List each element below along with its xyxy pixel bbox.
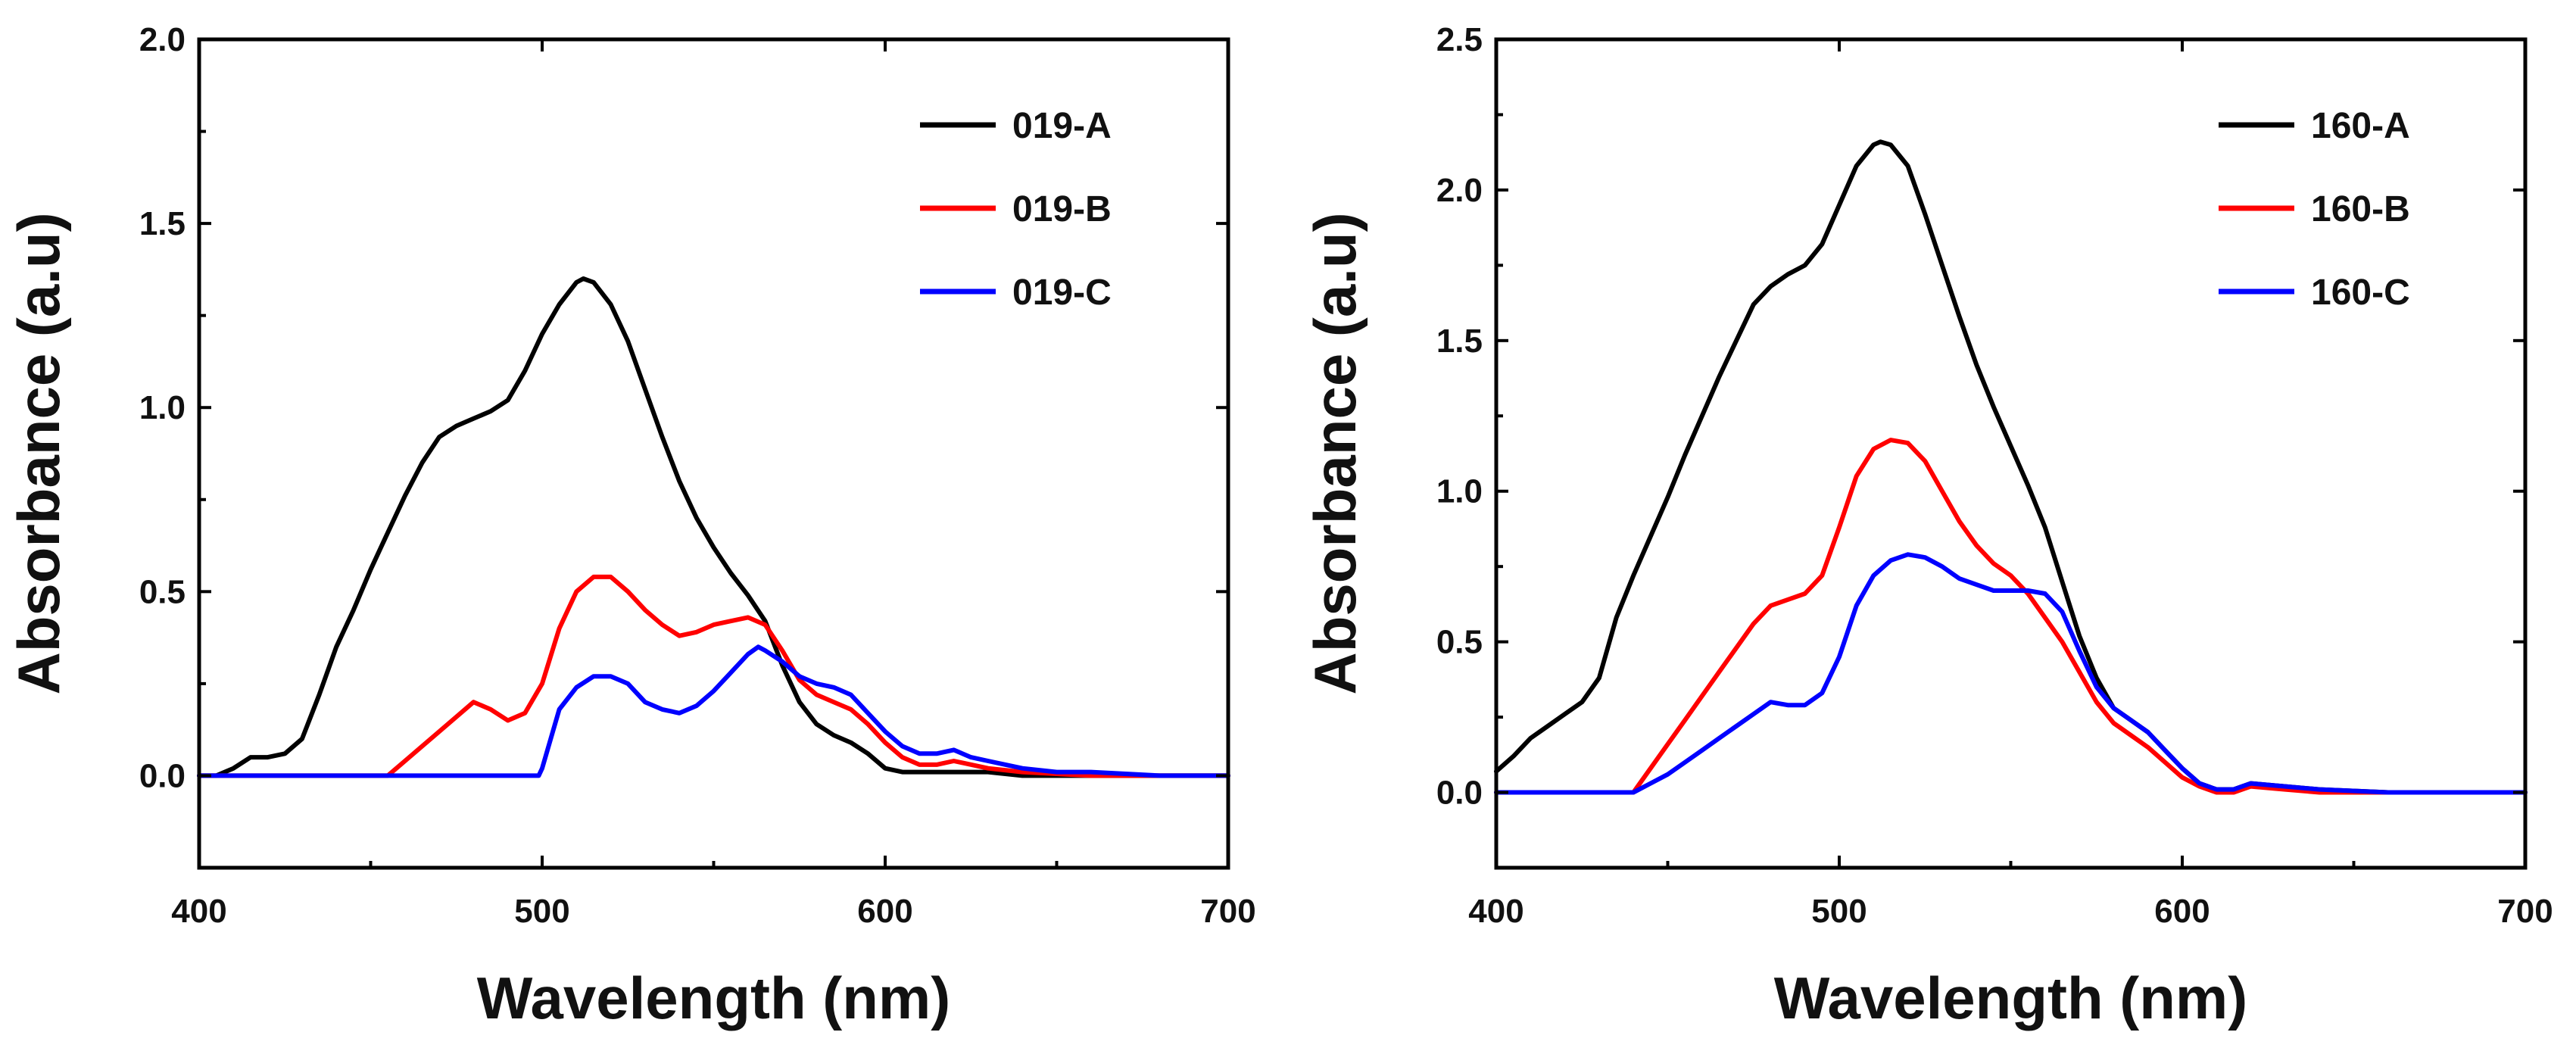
legend-label-019-B: 019-B [1012, 189, 1112, 229]
chart-160-absorbance: 400 500 600 700 0.0 0.5 1.0 1.5 2.0 2.5 Wavelength… [1302, 21, 2553, 1031]
plot-area [1494, 139, 2528, 795]
y-tick-label: 0.5 [1436, 624, 1483, 661]
y-tick-label: 1.5 [1436, 323, 1483, 360]
chart-019-absorbance: 400 500 600 700 0.0 0.5 1.0 1.5 2.0 Wavelength (n… [5, 21, 1256, 1031]
x-tick-label: 500 [514, 893, 569, 930]
x-tick-label: 700 [1200, 893, 1255, 930]
x-tick-label: 600 [2154, 893, 2210, 930]
y-tick-label: 1.0 [139, 389, 186, 426]
y-tick-label: 1.0 [1436, 473, 1483, 510]
y-tick-label: 2.0 [139, 21, 186, 58]
y-axis-title: Absorbance (a.u) [5, 212, 72, 694]
x-tick-label: 600 [857, 893, 912, 930]
series-line-019-C [197, 644, 1230, 778]
y-tick-label: 0.5 [139, 573, 186, 610]
series-line-019-B [197, 574, 1230, 778]
legend-label-019-C: 019-C [1012, 273, 1112, 313]
x-tick-label: 400 [171, 893, 226, 930]
x-axis-title: Wavelength (nm) [477, 965, 950, 1031]
x-axis-title: Wavelength (nm) [1774, 965, 2247, 1031]
y-tick-label: 0.0 [139, 757, 186, 794]
y-axis-title: Absorbance (a.u) [1302, 212, 1368, 694]
legend: 019-A 019-B 019-C [920, 106, 1112, 313]
y-tick-label: 2.5 [1436, 21, 1483, 58]
x-tick-label: 500 [1811, 893, 1867, 930]
legend: 160-A 160-B 160-C [2219, 106, 2410, 313]
series-line-160-C [1494, 552, 2528, 795]
y-tick-label: 0.0 [1436, 775, 1483, 812]
plot-area [197, 276, 1230, 778]
legend-label-160-C: 160-C [2311, 273, 2410, 313]
legend-label-160-A: 160-A [2311, 106, 2410, 146]
x-tick-label: 400 [1468, 893, 1523, 930]
x-tick-label: 700 [2497, 893, 2553, 930]
legend-label-019-A: 019-A [1012, 106, 1112, 146]
y-tick-label: 2.0 [1436, 172, 1483, 209]
series-line-019-A [197, 276, 1230, 778]
series-line-160-B [1494, 438, 2528, 795]
y-tick-label: 1.5 [139, 205, 186, 242]
legend-label-160-B: 160-B [2311, 189, 2410, 229]
